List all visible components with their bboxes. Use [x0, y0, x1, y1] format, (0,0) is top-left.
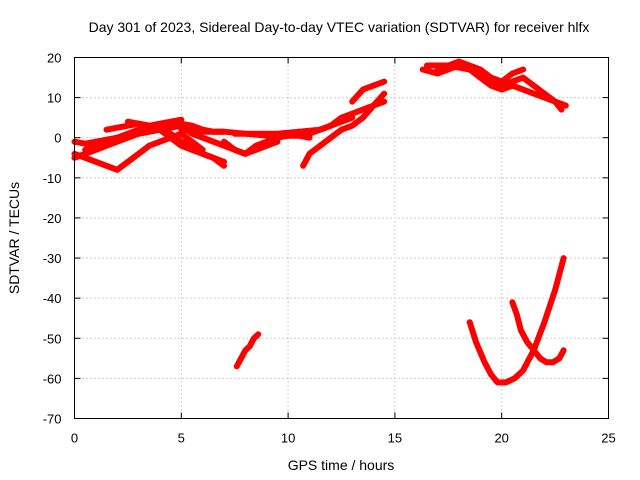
x-tick-label-5: 25 [601, 431, 615, 446]
series-line-16 [233, 331, 262, 370]
plot-frame [74, 57, 609, 419]
x-axis-ticks: 0 5 10 15 20 25 [71, 57, 616, 446]
series-line-4 [82, 116, 185, 153]
chart-title: Day 301 of 2023, Sidereal Day-to-day VTE… [89, 19, 590, 35]
x-tick-label-4: 20 [494, 431, 508, 446]
y-tick-label-0: -70 [43, 412, 62, 427]
series-line-3 [71, 130, 206, 173]
y-axis-title: SDTVAR / TECUs [6, 182, 22, 294]
series-line-15 [434, 58, 527, 85]
x-tick-label-1: 5 [178, 431, 185, 446]
x-tick-label-3: 15 [388, 431, 402, 446]
series-line-17 [466, 255, 567, 386]
series-line-12 [349, 78, 388, 105]
y-tick-label-3: -40 [43, 291, 62, 306]
y-tick-label-8: 10 [47, 91, 61, 106]
series-line-6 [124, 118, 227, 169]
x-tick-label-0: 0 [71, 431, 78, 446]
y-tick-label-2: -50 [43, 331, 62, 346]
series-line-10 [231, 98, 388, 137]
series-line-11 [300, 90, 388, 169]
x-tick-label-2: 10 [281, 431, 295, 446]
series-line-9 [221, 132, 313, 157]
y-axis-ticks: -70 -60 -50 -40 -30 -20 -10 0 10 20 [43, 51, 609, 427]
y-tick-label-1: -60 [43, 371, 62, 386]
series-line-18 [509, 299, 567, 366]
series-line-14 [423, 62, 569, 109]
y-tick-label-5: -20 [43, 211, 62, 226]
y-tick-label-7: 0 [54, 131, 61, 146]
y-tick-label-4: -30 [43, 251, 62, 266]
data-series [71, 58, 569, 386]
y-tick-label-6: -10 [43, 171, 62, 186]
x-axis-title: GPS time / hours [288, 457, 395, 473]
y-tick-label-9: 20 [47, 51, 61, 66]
